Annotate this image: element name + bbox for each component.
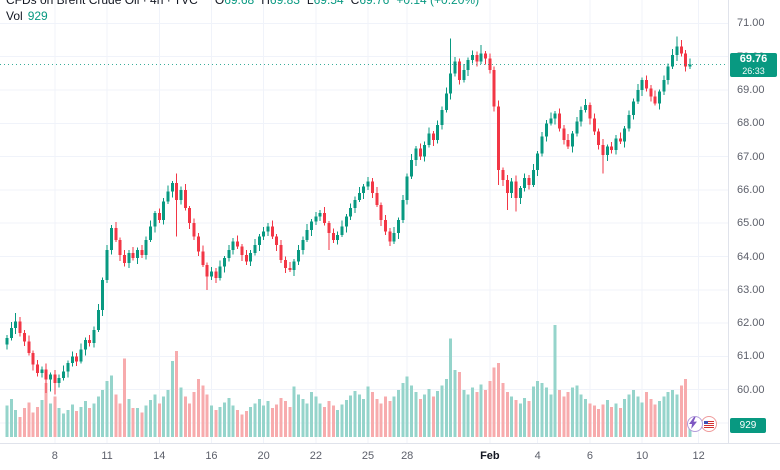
price-axis-label: 62.00	[737, 317, 765, 330]
chart-plot-area[interactable]: CFDs on Brent Crude Oil · 4h · TVC O69.68…	[0, 0, 728, 443]
time-axis-label: 22	[309, 450, 322, 462]
time-axis-label: 12	[692, 450, 705, 462]
time-axis-label: 28	[401, 450, 414, 462]
us-flag-glyph	[704, 420, 714, 428]
volume-row: Vol 929	[6, 9, 48, 23]
symbol-title[interactable]: CFDs on Brent Crude Oil · 4h · TVC	[6, 0, 198, 7]
low-label: L	[306, 0, 314, 7]
time-axis-label: 4	[534, 450, 541, 462]
volume-label: Vol	[6, 9, 23, 23]
open-label: O	[214, 0, 225, 7]
price-axis-label: 63.00	[737, 283, 765, 296]
time-axis-label: 6	[586, 450, 593, 462]
last-price-badge: 69.76 26:33	[730, 52, 777, 77]
price-axis-label: 67.00	[737, 150, 765, 163]
price-axis-label: 61.00	[737, 350, 765, 363]
lightning-bolt-glyph	[689, 417, 697, 429]
us-flag-event-icon[interactable]	[701, 416, 717, 432]
high-label: H	[261, 0, 270, 7]
time-axis-label: 8	[51, 450, 58, 462]
time-axis[interactable]: 8 11 14 16 20 22 25 28 Feb 4 6 10 12	[0, 443, 780, 470]
price-axis-label: 71.00	[737, 17, 765, 30]
volume-value: 929	[27, 9, 48, 23]
change-value: +0.14 (+0.20%)	[396, 0, 480, 7]
low-value: 69.54	[313, 0, 344, 7]
price-axis-label: 68.00	[737, 117, 765, 130]
last-price-value: 69.76	[739, 52, 768, 65]
time-axis-label: 16	[205, 450, 218, 462]
time-axis-label: 10	[635, 450, 649, 462]
price-axis-label: 65.00	[737, 217, 765, 230]
open-value: 69.68	[224, 0, 255, 7]
time-axis-label: 14	[153, 450, 166, 462]
close-value: 69.76	[359, 0, 390, 7]
high-value: 69.83	[269, 0, 300, 7]
symbol-ohlc-row: CFDs on Brent Crude Oil · 4h · TVC O69.68…	[6, 0, 479, 7]
volume-badge: 929	[730, 418, 766, 433]
time-axis-label: 25	[361, 450, 375, 462]
lightning-event-icon[interactable]	[687, 416, 703, 432]
close-label: C	[350, 0, 360, 7]
price-axis[interactable]: 69.76 26:33 929 71.0070.0069.0068.0067.0…	[728, 0, 780, 443]
bar-countdown: 26:33	[742, 65, 765, 76]
price-axis-label: 66.00	[737, 183, 765, 196]
price-axis-label: 69.00	[737, 84, 765, 96]
price-axis-label: 64.00	[737, 250, 765, 263]
time-axis-label: 20	[257, 450, 270, 462]
candlestick-chart[interactable]	[0, 0, 728, 443]
price-axis-label: 60.00	[737, 383, 765, 396]
time-axis-label: Feb	[480, 450, 500, 462]
time-axis-label: 11	[101, 450, 113, 462]
